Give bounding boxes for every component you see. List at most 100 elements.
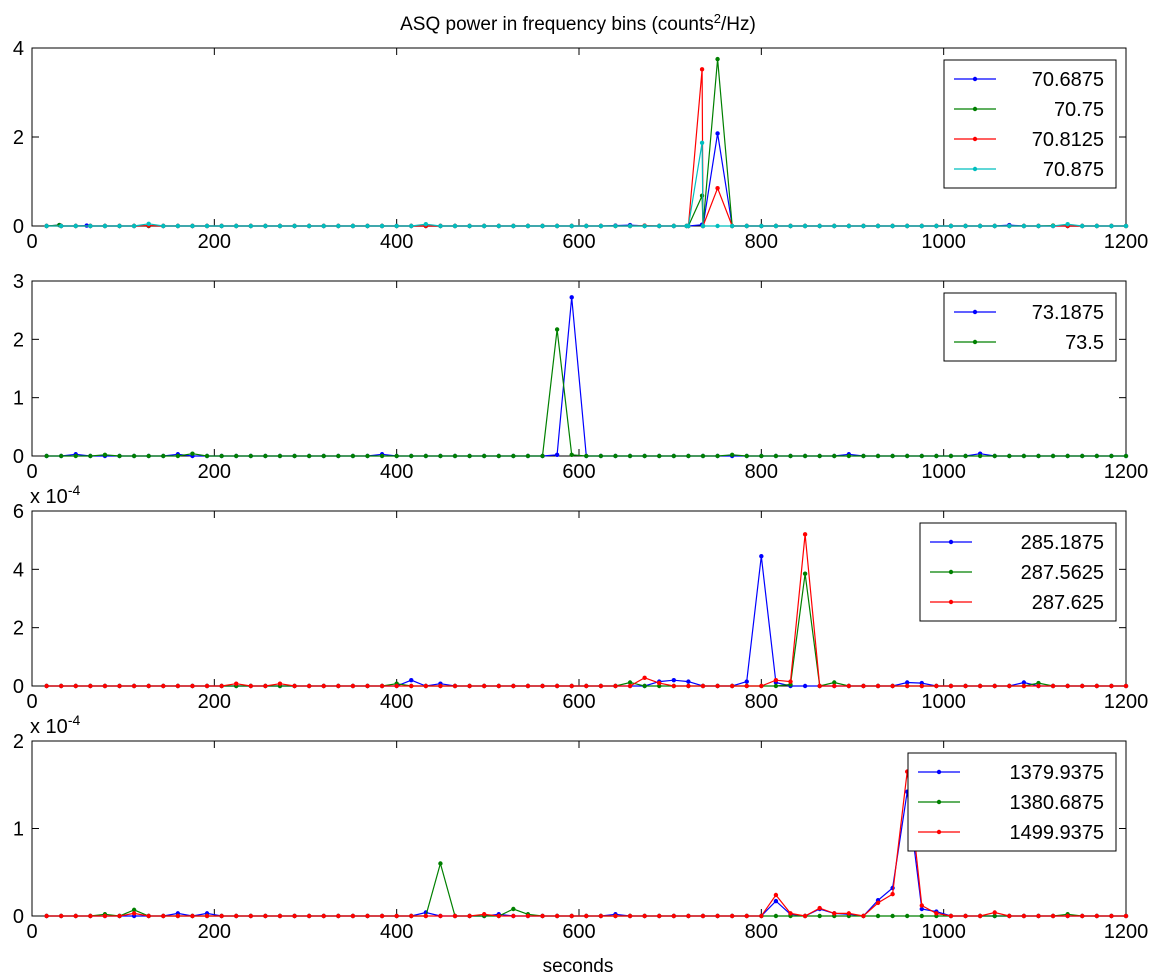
data-point bbox=[131, 683, 137, 689]
x-tick-label: 400 bbox=[380, 691, 413, 713]
data-point bbox=[861, 223, 866, 229]
data-point bbox=[1036, 913, 1041, 919]
legend: 73.1875 73.5 bbox=[943, 292, 1117, 362]
data-point bbox=[905, 683, 910, 689]
data-point bbox=[1007, 913, 1012, 919]
legend-label: 1379.9375 bbox=[1009, 762, 1104, 784]
data-point bbox=[934, 683, 939, 689]
data-point bbox=[584, 453, 589, 459]
data-point bbox=[627, 223, 633, 229]
x-tick-label: 1000 bbox=[921, 461, 966, 483]
data-point bbox=[584, 223, 589, 229]
data-point bbox=[773, 223, 779, 229]
data-point bbox=[729, 223, 735, 229]
data-point bbox=[117, 223, 122, 229]
data-point bbox=[759, 683, 764, 689]
legend-label: 73.5 bbox=[1065, 332, 1104, 354]
data-point bbox=[1021, 913, 1027, 919]
data-point bbox=[467, 223, 472, 229]
data-point bbox=[496, 453, 501, 459]
data-point bbox=[890, 683, 895, 689]
data-point bbox=[131, 907, 137, 913]
data-point bbox=[423, 453, 429, 459]
y-tick-label: 6 bbox=[13, 501, 24, 523]
data-point bbox=[919, 913, 924, 919]
legend-box bbox=[943, 292, 1117, 362]
data-point bbox=[161, 913, 166, 919]
data-point bbox=[496, 223, 501, 229]
data-point bbox=[321, 683, 326, 689]
y-tick-label: 4 bbox=[13, 38, 24, 60]
x-tick-label: 800 bbox=[745, 461, 778, 483]
legend-marker bbox=[972, 166, 978, 172]
data-point bbox=[861, 683, 866, 689]
data-point bbox=[1036, 223, 1041, 229]
data-point bbox=[234, 913, 239, 919]
data-point bbox=[569, 452, 574, 458]
legend-label: 1380.6875 bbox=[1009, 792, 1104, 814]
data-point bbox=[1050, 223, 1056, 229]
data-point bbox=[905, 680, 910, 685]
data-point bbox=[963, 453, 968, 459]
data-point bbox=[992, 453, 997, 459]
x-tick-label: 0 bbox=[26, 231, 37, 253]
panels: 0 200 400 600 800 1000 120002470.687570.7570.8… bbox=[13, 38, 1148, 943]
data-point bbox=[204, 683, 210, 689]
data-point bbox=[598, 913, 604, 919]
data-point bbox=[832, 911, 837, 916]
data-point bbox=[1007, 683, 1012, 689]
data-point bbox=[409, 913, 414, 919]
data-point bbox=[44, 913, 49, 919]
data-point bbox=[963, 913, 968, 919]
data-point bbox=[890, 913, 895, 919]
data-point bbox=[890, 891, 895, 897]
data-point bbox=[365, 453, 370, 459]
data-point bbox=[948, 223, 954, 229]
data-point bbox=[1094, 453, 1100, 459]
legend-marker bbox=[972, 136, 978, 142]
data-point bbox=[321, 223, 326, 229]
data-point bbox=[452, 223, 458, 229]
data-point bbox=[759, 913, 764, 919]
data-point bbox=[919, 906, 924, 912]
data-point bbox=[1123, 683, 1129, 689]
data-point bbox=[1123, 453, 1129, 459]
data-point bbox=[467, 683, 472, 689]
y-tick-label: 1 bbox=[13, 388, 24, 410]
data-point bbox=[846, 453, 852, 459]
data-point bbox=[905, 223, 910, 229]
data-point bbox=[438, 683, 443, 689]
data-point bbox=[117, 683, 122, 689]
data-point bbox=[1123, 223, 1129, 229]
data-point bbox=[963, 683, 968, 689]
data-point bbox=[613, 683, 618, 689]
data-point bbox=[715, 56, 720, 62]
data-point bbox=[161, 223, 166, 229]
data-point bbox=[642, 223, 647, 229]
data-point bbox=[671, 223, 677, 229]
data-point bbox=[1050, 913, 1056, 919]
data-point bbox=[977, 223, 983, 229]
data-point bbox=[394, 453, 399, 459]
x-tick-label: 600 bbox=[562, 461, 595, 483]
data-point bbox=[554, 327, 560, 332]
data-point bbox=[715, 185, 720, 191]
data-point bbox=[292, 913, 297, 919]
data-point bbox=[409, 683, 414, 689]
data-point bbox=[729, 683, 735, 689]
legend-label: 70.875 bbox=[1043, 159, 1104, 181]
data-point bbox=[350, 683, 356, 689]
data-point bbox=[306, 223, 312, 229]
data-point bbox=[423, 683, 429, 689]
legend-label: 70.6875 bbox=[1032, 69, 1104, 91]
data-point bbox=[219, 453, 224, 459]
data-point bbox=[263, 223, 268, 229]
data-point bbox=[511, 683, 516, 689]
data-point bbox=[1080, 453, 1085, 459]
data-point bbox=[379, 453, 385, 459]
legend-label: 287.625 bbox=[1032, 592, 1104, 614]
data-point bbox=[336, 683, 341, 689]
data-point bbox=[394, 683, 399, 689]
data-point bbox=[744, 223, 749, 229]
